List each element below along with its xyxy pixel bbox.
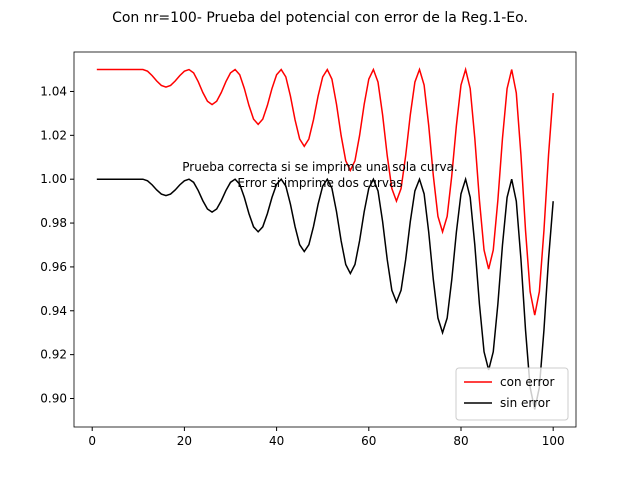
annotation: Prueba correcta si se imprime una sola c… (182, 160, 457, 174)
x-tick-label: 20 (177, 434, 192, 448)
series-line (96, 176, 554, 410)
series-line (96, 66, 554, 316)
legend-label: sin error (500, 396, 550, 410)
y-tick-label: 1.04 (40, 84, 67, 98)
y-tick-label: 0.98 (40, 216, 67, 230)
y-tick-label: 0.94 (40, 304, 67, 318)
y-tick-label: 1.00 (40, 172, 67, 186)
y-tick-label: 0.92 (40, 348, 67, 362)
y-tick-label: 1.02 (40, 128, 67, 142)
y-tick-label: 0.90 (40, 391, 67, 405)
x-tick-label: 100 (542, 434, 565, 448)
x-tick-label: 80 (453, 434, 468, 448)
annotation: Error si imprime dos curvas (237, 176, 402, 190)
chart-title: Con nr=100- Prueba del potencial con err… (112, 10, 528, 26)
y-tick-label: 0.96 (40, 260, 67, 274)
legend-box (455, 367, 569, 421)
plot-frame (73, 51, 577, 428)
legend-label: con error (500, 375, 554, 389)
x-tick-label: 60 (361, 434, 376, 448)
x-tick-label: 0 (88, 434, 96, 448)
x-tick-label: 40 (269, 434, 284, 448)
